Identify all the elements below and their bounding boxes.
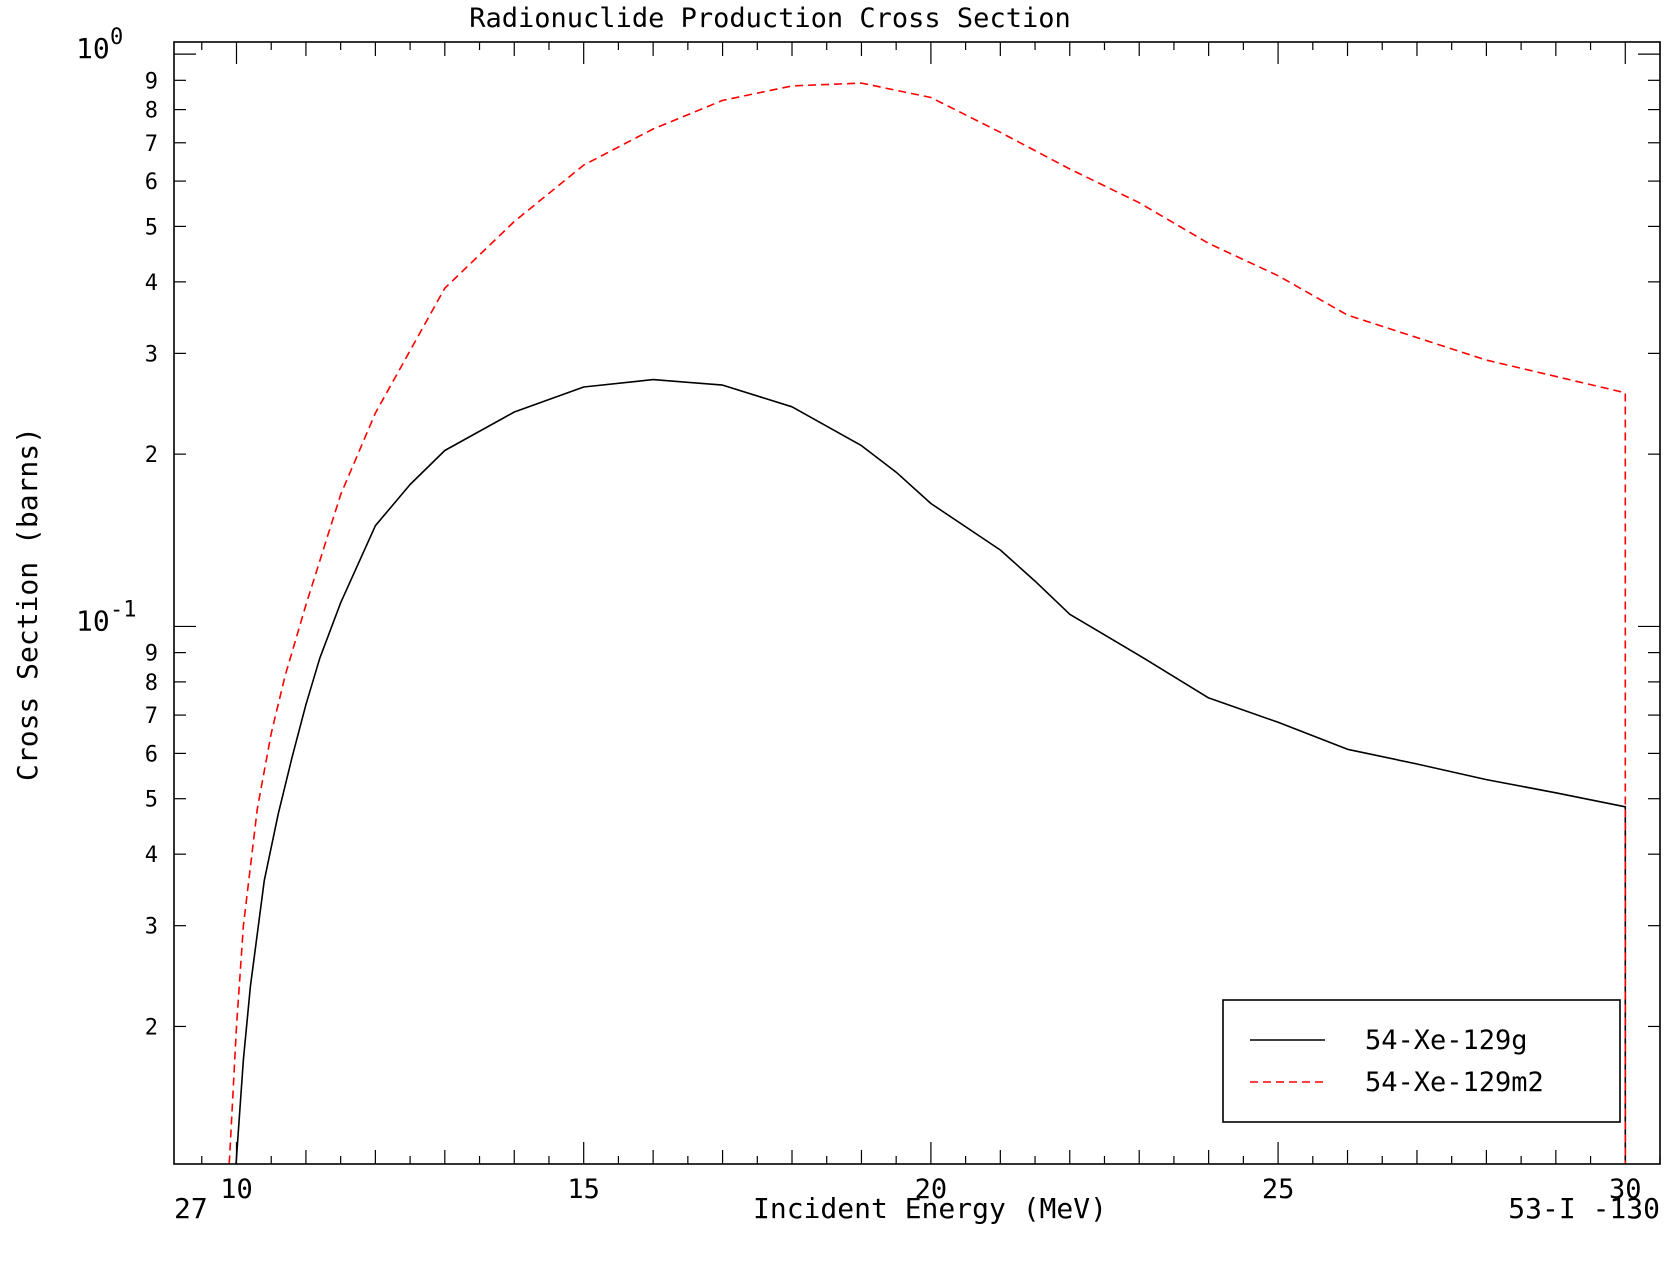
- y-tick-label: 7: [145, 132, 158, 157]
- x-tick-label: 30: [1609, 1174, 1642, 1205]
- plot-frame: [173, 41, 1661, 1165]
- y-decade-exponent: 0: [110, 25, 123, 50]
- x-tick-label: 20: [915, 1174, 948, 1205]
- y-tick-label: 2: [145, 1015, 158, 1040]
- footer-right-label: 53-I -130: [1508, 1192, 1660, 1225]
- x-axis-label: Incident Energy (MeV): [753, 1192, 1107, 1225]
- chart-title: Radionuclide Production Cross Section: [469, 3, 1070, 34]
- y-tick-label: 6: [145, 742, 158, 767]
- axis-ticks: [174, 42, 1661, 1164]
- x-tick-label: 10: [220, 1174, 253, 1205]
- x-tick-label: 15: [567, 1174, 600, 1205]
- y-tick-label: 6: [145, 170, 158, 195]
- legend-box: [1222, 999, 1621, 1123]
- y-tick-label: 3: [145, 342, 158, 367]
- y-axis-label: Cross Section (barns): [11, 427, 44, 781]
- x-tick-label: 25: [1262, 1174, 1295, 1205]
- y-tick-label: 2: [145, 443, 158, 468]
- footer-left-label: 27: [174, 1192, 208, 1225]
- y-tick-label: 5: [145, 215, 158, 240]
- series-line-xe129g: [235, 378, 1627, 1164]
- y-tick-label: 4: [145, 843, 158, 868]
- series-lines: [228, 82, 1627, 1164]
- y-tick-label: 8: [145, 671, 158, 696]
- legend-label-xe129m2: 54-Xe-129m2: [1365, 1067, 1544, 1098]
- y-tick-label: 5: [145, 788, 158, 813]
- y-decade-label: 10: [76, 32, 110, 65]
- y-tick-label: 7: [145, 704, 158, 729]
- y-tick-label: 4: [145, 271, 158, 296]
- y-decade-exponent: -1: [110, 597, 137, 622]
- series-line-xe129m2: [228, 82, 1627, 1164]
- y-tick-label: 9: [145, 642, 158, 667]
- y-tick-label: 9: [145, 69, 158, 94]
- legend: 54-Xe-129g 54-Xe-129m2: [1222, 999, 1621, 1123]
- legend-label-xe129g: 54-Xe-129g: [1365, 1025, 1528, 1056]
- y-tick-label: 3: [145, 915, 158, 940]
- y-tick-label: 8: [145, 99, 158, 124]
- y-decade-label: 10: [76, 604, 110, 637]
